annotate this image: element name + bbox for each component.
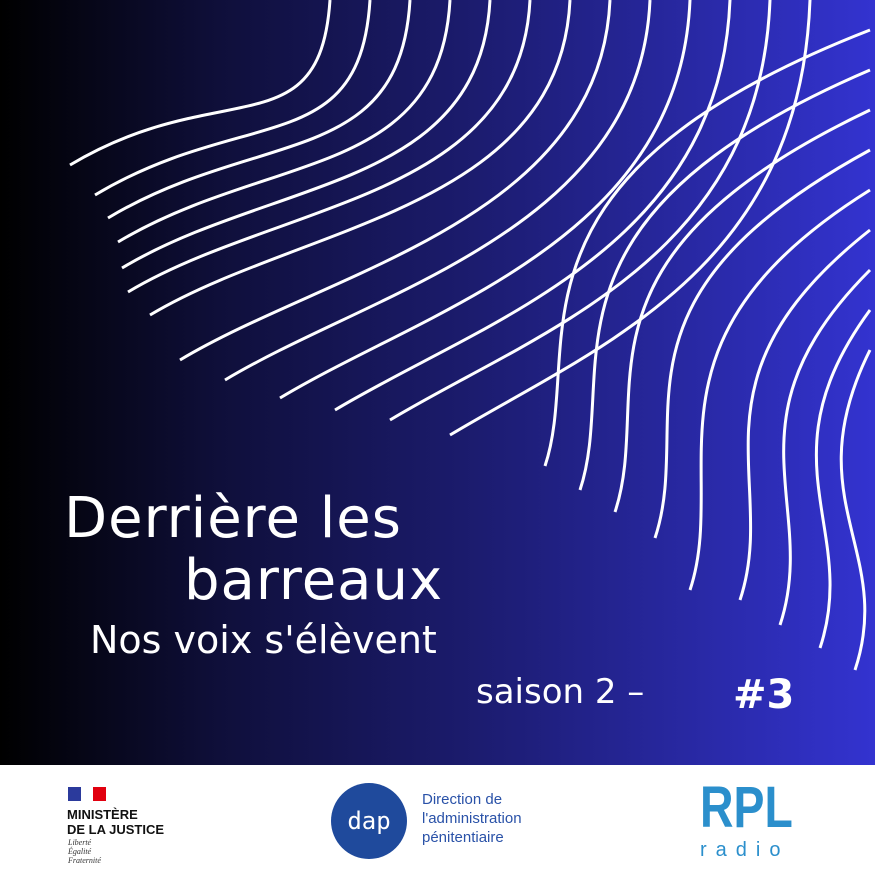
wave-line: [389, 0, 772, 422]
subtitle: Nos voix s'élèvent: [90, 618, 437, 662]
partner-logos: MINISTÈRE DE LA JUSTICE Liberté Égalité …: [0, 765, 875, 875]
wave-line: [778, 268, 872, 626]
dap-name: Direction de l'administration pénitentia…: [422, 790, 522, 847]
wave-line: [121, 0, 492, 270]
episode-number: #3: [733, 672, 795, 718]
wave-line: [224, 0, 652, 382]
dap-logo: dap: [331, 783, 407, 859]
wave-line: [334, 0, 732, 412]
rpl-radio-label: radio: [700, 839, 790, 861]
wave-line: [449, 0, 812, 437]
wave-lines-graphic: [0, 0, 875, 765]
motto-liberte: Liberté: [68, 838, 92, 847]
wave-line: [117, 0, 452, 244]
wave-line: [738, 228, 871, 601]
wave-line: [149, 0, 572, 317]
cover-art: Derrière les barreaux Nos voix s'élèvent…: [0, 0, 875, 765]
title-line-2: barreaux: [184, 548, 444, 613]
wave-line: [107, 0, 412, 220]
dap-line-1: Direction de: [422, 791, 503, 808]
ministry-line-1: MINISTÈRE: [67, 807, 138, 822]
republic-motto: Liberté Égalité Fraternité: [68, 838, 101, 865]
wave-line: [279, 0, 692, 400]
title-line-1: Derrière les: [64, 486, 402, 551]
dap-line-3: pénitentiaire: [422, 829, 504, 846]
marianne-flag-icon: [68, 787, 107, 801]
wave-line: [814, 309, 872, 649]
wave-line: [653, 148, 871, 539]
motto-fraternite: Fraternité: [68, 856, 101, 865]
wave-line: [543, 28, 871, 467]
podcast-title: Derrière les barreaux: [64, 488, 443, 612]
wave-line: [179, 0, 612, 362]
season-label: saison 2 –: [476, 672, 645, 712]
wave-line: [688, 188, 871, 591]
dap-line-2: l'administration: [422, 810, 522, 827]
wave-line: [94, 0, 372, 197]
wave-line: [127, 0, 532, 294]
wave-line: [613, 108, 871, 513]
wave-line: [69, 0, 332, 167]
wave-line: [839, 349, 872, 671]
ministry-logo: MINISTÈRE DE LA JUSTICE: [67, 807, 164, 837]
rpl-logo: RPL: [700, 775, 793, 840]
wave-line: [578, 68, 871, 491]
ministry-line-2: DE LA JUSTICE: [67, 822, 165, 837]
motto-egalite: Égalité: [68, 847, 92, 856]
